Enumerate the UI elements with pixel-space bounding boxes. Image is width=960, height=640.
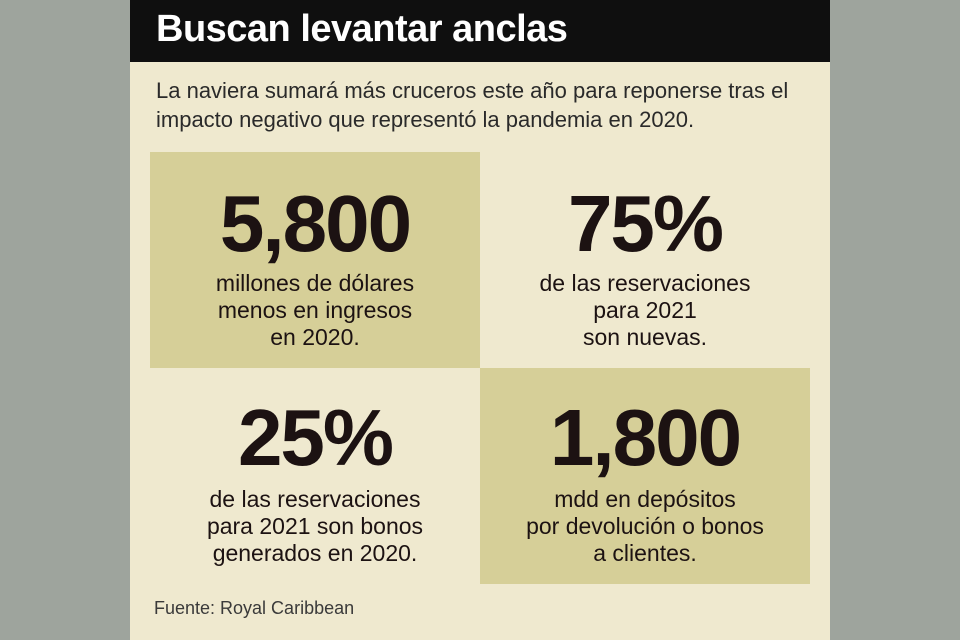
header-bar: Buscan levantar anclas — [130, 0, 830, 62]
stat-description: de las reservaciones para 2021 son nueva… — [539, 270, 751, 350]
infographic-title: Buscan levantar anclas — [156, 8, 568, 50]
infographic-subtitle: La naviera sumará más cruceros este año … — [156, 78, 789, 132]
stat-card-revenue-loss: 5,800 millones de dólares menos en ingre… — [150, 152, 480, 368]
stat-card-deposits: 1,800 mdd en depósitos por devolución o … — [480, 368, 810, 584]
infographic-panel: Buscan levantar anclas La naviera sumará… — [130, 0, 830, 640]
stat-card-bond-reservations: 25% de las reservaciones para 2021 son b… — [150, 368, 480, 584]
stat-description: de las reservaciones para 2021 son bonos… — [206, 486, 424, 566]
stat-description: millones de dólares menos en ingresos en… — [215, 270, 415, 350]
stat-card-new-reservations: 75% de las reservaciones para 2021 son n… — [480, 152, 810, 368]
stat-value: 1,800 — [549, 393, 742, 482]
stat-description: mdd en depósitos por devolución o bonos … — [526, 486, 764, 566]
stat-value: 25% — [237, 393, 394, 482]
source-note: Fuente: Royal Caribbean — [154, 598, 355, 618]
stat-value: 75% — [567, 179, 724, 268]
stat-value: 5,800 — [219, 179, 412, 268]
